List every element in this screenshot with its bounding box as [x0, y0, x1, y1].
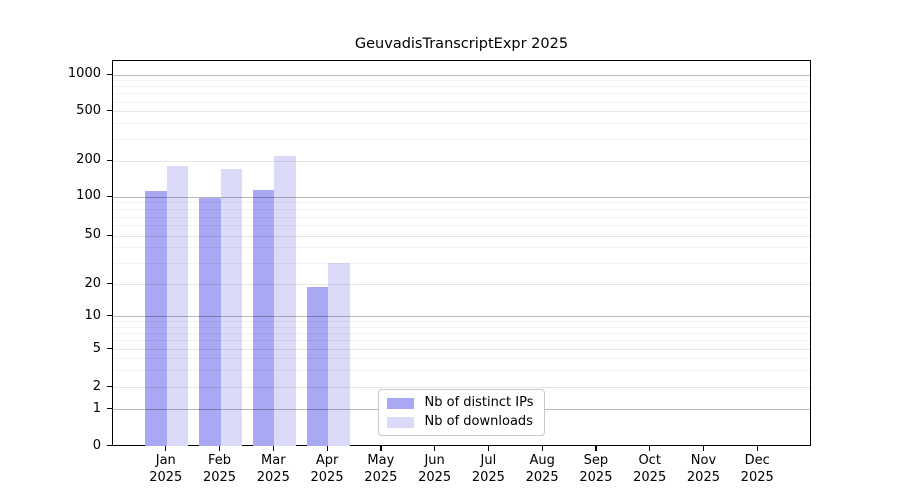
x-axis-tick-mark	[165, 446, 167, 451]
x-axis-tick-label: Oct 2025	[633, 453, 667, 485]
y-axis-tick-label: 5	[92, 340, 101, 356]
x-axis-tick-mark	[595, 446, 597, 451]
y-axis-tick-label: 0	[92, 437, 101, 453]
legend-swatch-downloads	[386, 416, 414, 428]
gridline-minor	[113, 93, 810, 95]
gridline-minor	[113, 138, 810, 140]
y-axis-tick-mark	[107, 195, 112, 197]
legend-label-downloads: Nb of downloads	[424, 414, 533, 429]
x-axis-tick-label: Jun 2025	[418, 453, 452, 485]
gridline-sub	[113, 111, 810, 113]
bar-downloads	[328, 263, 350, 447]
x-axis-tick-label: Mar 2025	[256, 453, 290, 485]
y-axis-tick-label: 500	[76, 102, 101, 118]
gridline-major	[113, 74, 810, 76]
x-axis-tick-label: Apr 2025	[310, 453, 344, 485]
x-axis-tick-mark	[272, 446, 274, 451]
legend: Nb of distinct IPs Nb of downloads	[377, 389, 546, 436]
y-axis-tick-label: 200	[76, 152, 101, 167]
y-axis-tick-label: 1	[92, 400, 101, 416]
x-axis-tick-label: May 2025	[364, 453, 398, 485]
x-axis-tick-label: Dec 2025	[740, 453, 774, 485]
y-axis-tick-mark	[107, 73, 112, 75]
y-axis-tick-mark	[107, 408, 112, 410]
x-axis-tick-label: Sep 2025	[579, 453, 613, 485]
y-axis-tick-label: 20	[84, 275, 101, 291]
bar-distinct-ips	[145, 191, 167, 447]
legend-label-distinct-ips: Nb of distinct IPs	[424, 395, 534, 410]
x-axis-tick-mark	[326, 446, 328, 451]
bar-downloads	[274, 155, 296, 447]
x-axis-tick-mark	[649, 446, 651, 451]
gridline-minor	[113, 80, 810, 82]
y-axis-tick-mark	[107, 110, 112, 112]
x-axis-tick-mark	[702, 446, 705, 451]
y-axis-tick-mark	[107, 348, 112, 350]
y-axis-tick-label: 1000	[67, 66, 101, 81]
legend-item-distinct-ips: Nb of distinct IPs	[386, 395, 534, 410]
legend-swatch-distinct-ips	[386, 397, 414, 409]
x-axis-tick-label: Nov 2025	[686, 453, 720, 485]
x-axis-tick-mark	[380, 446, 382, 451]
x-axis-tick-label: Feb 2025	[202, 453, 237, 485]
chart-title: GeuvadisTranscriptExpr 2025	[354, 36, 569, 52]
x-axis-tick-mark	[541, 446, 543, 451]
gridline-minor	[113, 86, 810, 88]
y-axis-tick-label: 2	[92, 378, 101, 394]
x-axis-tick-mark	[219, 446, 221, 451]
y-axis-tick-label: 50	[84, 227, 101, 242]
gridline-sub	[113, 160, 810, 162]
y-axis-tick-mark	[107, 386, 112, 388]
legend-item-downloads: Nb of downloads	[386, 414, 534, 429]
gridline-minor	[113, 101, 810, 103]
x-axis-tick-label: Jan 2025	[149, 453, 183, 485]
y-axis-tick-mark	[107, 445, 112, 447]
x-axis-tick-label: Jul 2025	[471, 453, 505, 485]
bar-downloads	[166, 166, 189, 447]
bar-distinct-ips	[306, 286, 329, 447]
bar-distinct-ips	[252, 190, 275, 447]
y-axis-tick-label: 100	[76, 188, 101, 203]
plot-area: Nb of distinct IPs Nb of downloads	[112, 60, 811, 447]
y-axis-tick-mark	[107, 315, 112, 317]
y-axis-tick-label: 10	[84, 307, 101, 323]
x-axis-tick-label: Aug 2025	[525, 453, 559, 485]
x-axis-tick-mark	[434, 446, 436, 451]
x-axis-tick-mark	[487, 446, 490, 451]
y-axis-tick-mark	[107, 234, 112, 236]
y-axis-tick-mark	[107, 283, 112, 285]
bar-downloads	[220, 168, 243, 447]
bar-distinct-ips	[199, 198, 221, 447]
gridline-minor	[113, 123, 810, 125]
y-axis-tick-mark	[107, 159, 112, 161]
x-axis-tick-mark	[756, 446, 758, 451]
